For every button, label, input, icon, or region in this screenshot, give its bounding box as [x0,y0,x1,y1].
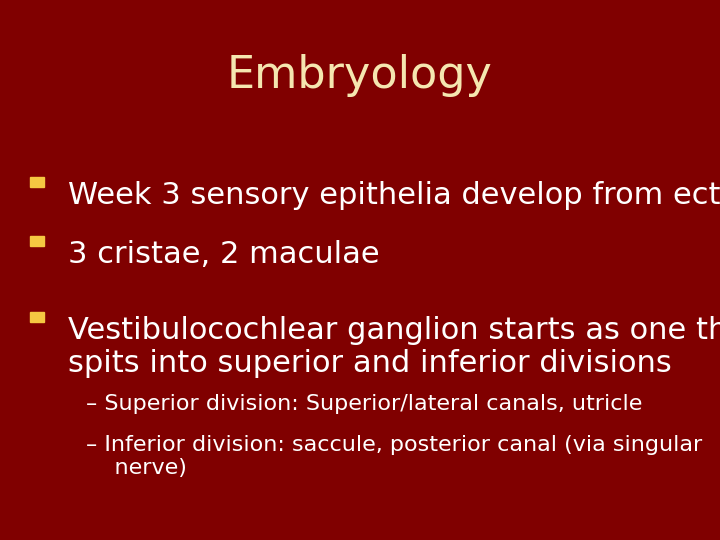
Text: 3 cristae, 2 maculae: 3 cristae, 2 maculae [68,240,380,269]
Text: Embryology: Embryology [227,54,493,97]
Text: – Superior division: Superior/lateral canals, utricle: – Superior division: Superior/lateral ca… [86,394,643,414]
Text: Vestibulocochlear ganglion starts as one then
spits into superior and inferior d: Vestibulocochlear ganglion starts as one… [68,316,720,379]
Bar [30,312,44,322]
Bar [30,177,44,187]
Bar [30,236,44,246]
Text: – Inferior division: saccule, posterior canal (via singular
    nerve): – Inferior division: saccule, posterior … [86,435,703,478]
Text: Week 3 sensory epithelia develop from ectoderm: Week 3 sensory epithelia develop from ec… [68,181,720,210]
